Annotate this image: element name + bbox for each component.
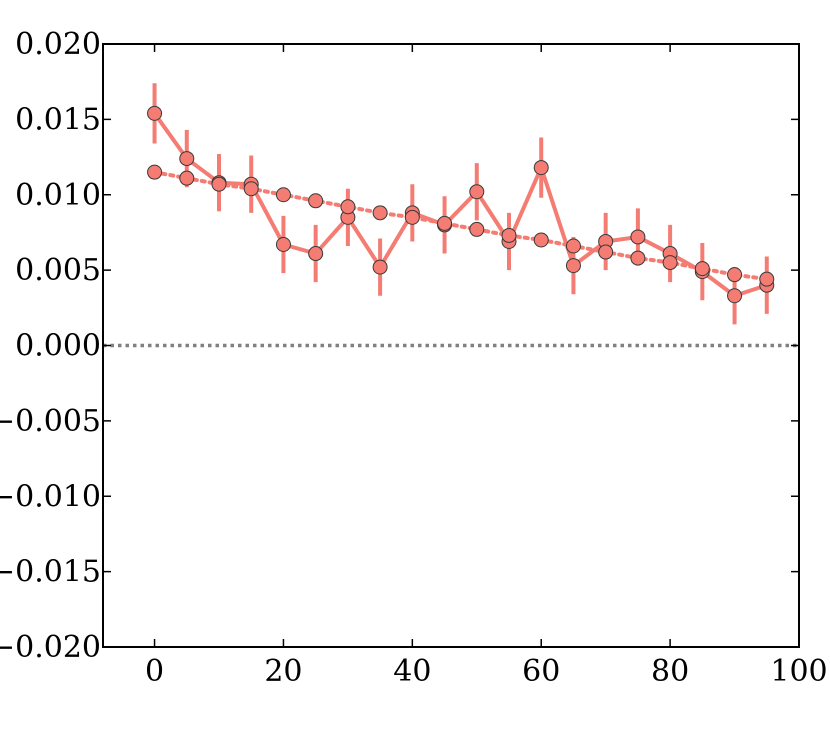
series-1-point: [565, 258, 581, 274]
series-2-point: [437, 215, 453, 231]
tick-labels-group: 0 20 40 60 80 100 −0.020 −0.015 −0.010 −0.005 0.00…: [0, 27, 828, 689]
x-tick-label: 20: [264, 654, 302, 689]
y-tick-label: 0.010: [15, 178, 101, 213]
series-2-point: [147, 164, 163, 180]
series-1-point: [147, 105, 163, 121]
series-2-point: [565, 238, 581, 254]
series-1-point: [630, 229, 646, 245]
ticks-group: [103, 43, 800, 648]
series-2-point: [662, 255, 678, 271]
series-2-point: [501, 227, 517, 243]
series-2-point: [630, 250, 646, 266]
y-tick-label: 0.000: [15, 329, 101, 364]
series-2-point: [727, 267, 743, 283]
series-2-point: [275, 187, 291, 203]
series-2-point: [533, 232, 549, 248]
series-1-point: [469, 184, 485, 200]
series-2-point: [598, 244, 614, 260]
series-2-point: [694, 261, 710, 277]
series-2-point: [211, 176, 227, 192]
series-1-point: [275, 236, 291, 252]
y-tick-label: −0.010: [0, 479, 101, 514]
series-2-point: [469, 221, 485, 237]
series-2-point: [404, 209, 420, 225]
series-2-point: [308, 193, 324, 209]
series-1-point: [308, 246, 324, 262]
y-tick-label: −0.005: [0, 404, 101, 439]
series-1-point: [533, 160, 549, 176]
series-1-point: [372, 259, 388, 275]
series-group: [147, 83, 775, 325]
x-tick-label: 40: [393, 654, 431, 689]
series-2-point: [179, 170, 195, 186]
series-1-point: [727, 288, 743, 304]
y-tick-label: −0.020: [0, 630, 101, 665]
series-2-point: [759, 271, 775, 287]
x-tick-label: 60: [522, 654, 560, 689]
y-tick-label: 0.005: [15, 253, 101, 288]
x-tick-label: 80: [651, 654, 689, 689]
series-2-point: [340, 199, 356, 215]
y-tick-label: 0.020: [15, 27, 101, 62]
series-1-point: [179, 151, 195, 167]
x-tick-label: 0: [145, 654, 164, 689]
series-2-point: [243, 181, 259, 197]
y-tick-label: 0.015: [15, 102, 101, 137]
series-2-point: [372, 205, 388, 221]
y-tick-label: −0.015: [0, 555, 101, 590]
x-tick-label: 100: [770, 654, 827, 689]
